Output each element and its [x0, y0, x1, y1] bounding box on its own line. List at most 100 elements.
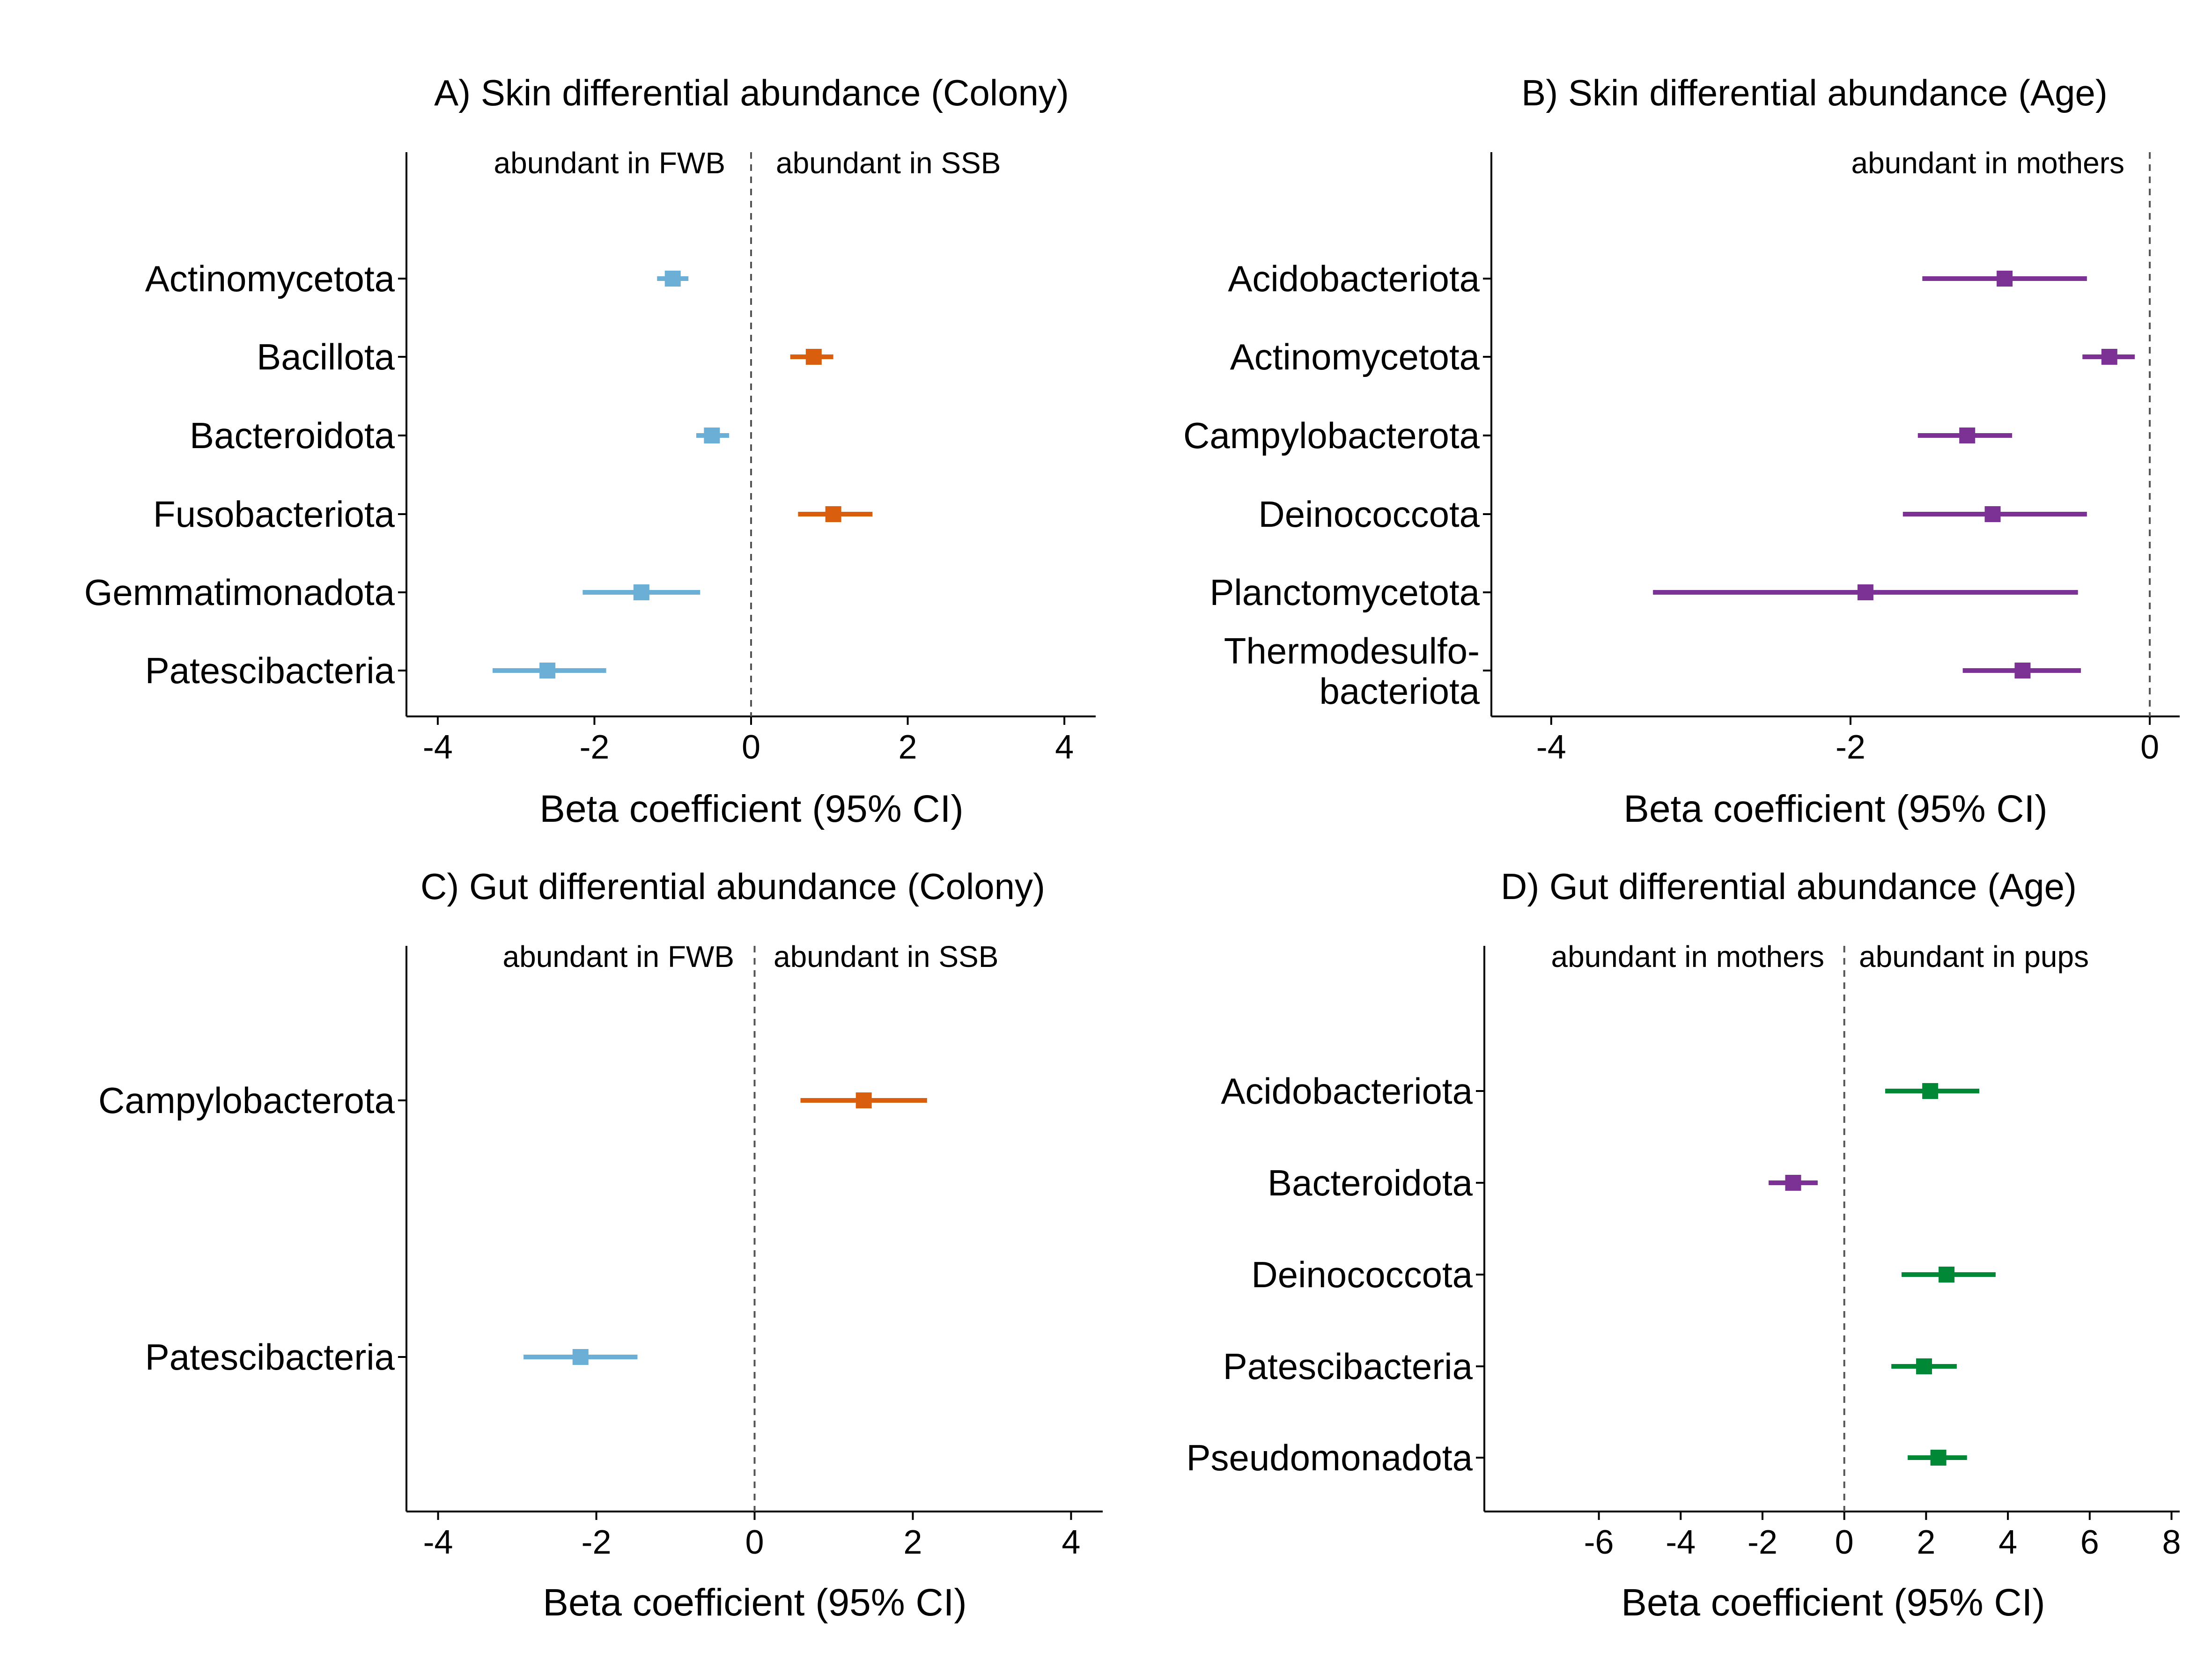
x-tick-label: -2 [1747, 1524, 1777, 1561]
category-label-line: Acidobacteriota [1228, 258, 1480, 299]
category-label: Fusobacteriota [153, 494, 395, 535]
x-tick-label: -4 [423, 1524, 453, 1561]
direction-annotation: abundant in FWB [503, 940, 735, 973]
category-label: Acidobacteriota [1221, 1070, 1473, 1112]
category-label: Planctomycetota [1209, 572, 1480, 613]
estimate-point [572, 1349, 589, 1365]
category-label-line: Deinococcota [1251, 1254, 1473, 1295]
direction-annotation: abundant in SSB [776, 146, 1001, 180]
category-label-line: bacteriota [1319, 671, 1480, 712]
x-tick-label: 0 [2140, 729, 2159, 766]
category-label: Patescibacteria [145, 1336, 395, 1378]
category-label-line: Bacteroidota [1268, 1162, 1473, 1203]
panel-title: C) Gut differential abundance (Colony) [420, 866, 1045, 907]
category-label-line: Patescibacteria [1223, 1346, 1473, 1387]
estimate-point [1984, 506, 2001, 522]
category-label-line: Patescibacteria [145, 650, 395, 691]
category-label: Gemmatimonadota [84, 572, 395, 613]
x-tick-label: 2 [903, 1524, 922, 1561]
category-label: Campylobacterota [98, 1080, 395, 1121]
category-label: Patescibacteria [1223, 1346, 1473, 1387]
estimate-point [1857, 584, 1873, 600]
x-tick-label: 4 [1055, 729, 1074, 766]
category-label-line: Pseudomonadota [1187, 1437, 1473, 1478]
annotation-layer: abundant in mothers [1851, 146, 2125, 180]
category-label: Campylobacterota [1183, 415, 1480, 456]
panel-b: B) Skin differential abundance (Age) Bet… [1183, 72, 2180, 830]
category-label-line: Actinomycetota [145, 258, 395, 299]
x-tick-label: -4 [1666, 1524, 1696, 1561]
panel-c: C) Gut differential abundance (Colony) B… [98, 866, 1103, 1624]
estimate-point [1916, 1358, 1932, 1374]
panel-d: D) Gut differential abundance (Age) Beta… [1187, 866, 2181, 1624]
x-tick-label: -2 [1836, 729, 1865, 766]
plot-marks: -4 -2 0 2 4 Actinomycetota Bacillota Bacteroido… [84, 152, 1096, 766]
x-tick-label: -4 [1536, 729, 1566, 766]
category-label-line: Actinomycetota [1230, 336, 1480, 377]
category-label: Deinococcota [1251, 1254, 1473, 1295]
category-label: Patescibacteria [145, 650, 395, 691]
estimate-point [805, 349, 822, 365]
x-tick-label: 0 [1835, 1524, 1854, 1561]
direction-annotation: abundant in pups [1859, 940, 2089, 973]
plot-marks: -4 -2 0 2 4 Campylobacterota Patescibacteria [98, 946, 1103, 1561]
category-label: Acidobacteriota [1228, 258, 1480, 299]
annotation-layer: abundant in mothers abundant in pups [1551, 940, 2089, 973]
panel-a: A) Skin differential abundance (Colony) … [84, 72, 1096, 830]
annotation-layer: abundant in FWB abundant in SSB [494, 146, 1001, 180]
x-tick-label: -2 [579, 729, 609, 766]
category-label: Bacteroidota [190, 415, 395, 456]
direction-annotation: abundant in mothers [1551, 940, 1825, 973]
category-label-line: Bacteroidota [190, 415, 395, 456]
x-tick-label: 0 [745, 1524, 764, 1561]
x-axis-label: Beta coefficient (95% CI) [1623, 788, 2047, 830]
estimate-point [633, 584, 649, 600]
category-label: Bacillota [257, 336, 395, 377]
category-label-line: Bacillota [257, 336, 395, 377]
estimate-point [1922, 1083, 1939, 1099]
estimate-point [825, 506, 841, 522]
x-axis-label: Beta coefficient (95% CI) [539, 788, 963, 830]
estimate-point [1939, 1267, 1955, 1283]
category-label-line: Campylobacterota [98, 1080, 395, 1121]
x-tick-label: 2 [1917, 1524, 1935, 1561]
x-tick-label: 4 [1998, 1524, 2017, 1561]
plot-marks: -6 -4 -2 0 2 4 6 8 Acidobacteriota Bacteroidota De… [1187, 946, 2181, 1561]
x-tick-label: 0 [742, 729, 760, 766]
category-label: Actinomycetota [1230, 336, 1480, 377]
direction-annotation: abundant in mothers [1851, 146, 2125, 180]
category-label-line: Patescibacteria [145, 1336, 395, 1378]
x-tick-label: 6 [2080, 1524, 2099, 1561]
category-label-line: Thermodesulfo- [1224, 630, 1480, 671]
estimate-point [1959, 428, 1976, 443]
category-label-line: Campylobacterota [1183, 415, 1480, 456]
x-axis-label: Beta coefficient (95% CI) [543, 1581, 966, 1624]
estimate-point [1785, 1175, 1801, 1191]
panel-title: D) Gut differential abundance (Age) [1501, 866, 2077, 907]
category-label-line: Fusobacteriota [153, 494, 395, 535]
estimate-point [2014, 663, 2031, 678]
estimate-point [2101, 349, 2117, 365]
x-tick-label: 8 [2162, 1524, 2181, 1561]
direction-annotation: abundant in SSB [774, 940, 998, 973]
x-axis-label: Beta coefficient (95% CI) [1621, 1581, 2045, 1624]
category-label: Bacteroidota [1268, 1162, 1473, 1203]
estimate-point [1930, 1450, 1947, 1466]
annotation-layer: abundant in FWB abundant in SSB [503, 940, 999, 973]
estimate-point [855, 1092, 872, 1108]
category-label: Pseudomonadota [1187, 1437, 1473, 1478]
x-tick-label: -6 [1584, 1524, 1614, 1561]
category-label: Thermodesulfo-bacteriota [1224, 630, 1480, 712]
x-tick-label: -2 [582, 1524, 612, 1561]
x-tick-label: -4 [423, 729, 453, 766]
category-label-line: Gemmatimonadota [84, 572, 395, 613]
category-label-line: Planctomycetota [1209, 572, 1480, 613]
estimate-point [1997, 271, 2013, 287]
estimate-point [704, 428, 720, 443]
panel-title: A) Skin differential abundance (Colony) [434, 72, 1069, 113]
direction-annotation: abundant in FWB [494, 146, 726, 180]
category-label-line: Acidobacteriota [1221, 1070, 1473, 1112]
x-tick-label: 2 [899, 729, 917, 766]
estimate-point [539, 663, 556, 678]
